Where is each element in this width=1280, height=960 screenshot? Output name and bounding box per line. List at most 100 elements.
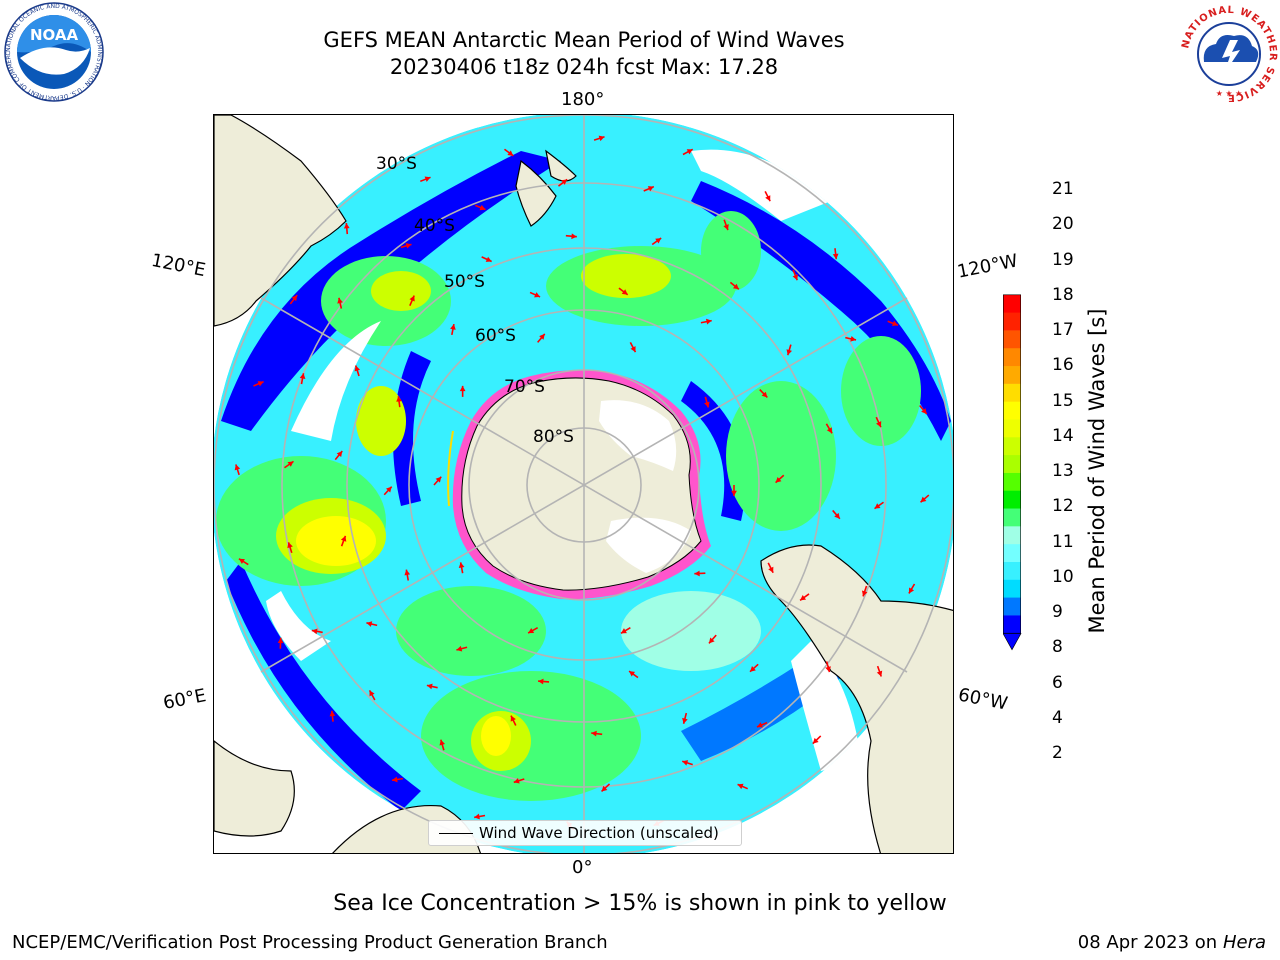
wave-direction-arrowhead [731, 490, 737, 496]
colorbar-tick-label: 9 [1052, 602, 1063, 622]
wave-direction-arrowhead [708, 637, 715, 644]
chart-title: GEFS MEAN Antarctic Mean Period of Wind … [323, 28, 845, 52]
wave-direction-arrowhead [892, 320, 898, 327]
colorbar-tick-label: 17 [1052, 320, 1074, 340]
generation-machine: Hera [1222, 932, 1266, 953]
map-legend: Wind Wave Direction (unscaled) [428, 820, 742, 846]
lat-label-40s: 40°S [414, 216, 455, 236]
wave-direction-arrowhead [561, 179, 568, 185]
wave-direction-arrowhead [601, 785, 608, 792]
wave-direction-arrowhead [800, 594, 807, 601]
wave-direction-arrowhead [257, 381, 264, 387]
wave-direction-arrowhead [439, 739, 446, 746]
wave-direction-arrowhead [528, 628, 535, 634]
wave-direction-arrowhead [234, 464, 241, 471]
wave-direction-arrowhead [343, 223, 350, 229]
colorbar-tick-label: 15 [1052, 390, 1074, 411]
wave-direction-arrowhead [591, 730, 597, 737]
wave-direction-arrowhead [405, 243, 412, 249]
wave-direction-arrowhead [507, 150, 514, 156]
legend-label: Wind Wave Direction (unscaled) [479, 824, 719, 842]
wave-direction-arrowhead [287, 461, 294, 467]
noaa-logo: NATIONAL OCEANIC AND ATMOSPHERIC ADMINIS… [2, 0, 104, 102]
chart-subtitle: 20230406 t18z 024h fcst Max: 17.28 [389, 55, 779, 79]
lon-label-60w: 60°W [956, 684, 1010, 715]
wave-direction-arrowhead [459, 385, 466, 392]
legend-line-sample [439, 833, 473, 834]
colorbar-tick-label: 4 [1052, 707, 1063, 728]
wave-direction-arrowhead [682, 760, 689, 766]
wave-direction-arrowhead [682, 717, 688, 724]
wave-direction-arrowhead [474, 813, 480, 820]
wave-direction-arrowhead [277, 637, 284, 644]
colorbar-block [1003, 579, 1021, 598]
wave-direction-arrowhead [450, 324, 456, 330]
wave-direction-arrowhead [832, 253, 839, 260]
wave-direction-arrowhead [655, 238, 662, 244]
colorbar-block [1003, 454, 1021, 473]
wave-direction-arrowhead [750, 666, 756, 672]
wave-direction-arrowhead [861, 590, 868, 597]
wave-direction-arrowhead [513, 777, 520, 784]
wave-direction-arrowhead [812, 737, 819, 744]
wave-direction-arrowhead [850, 336, 857, 342]
colorbar-tick-label: 13 [1052, 461, 1074, 481]
wave-direction-arrowhead [426, 683, 433, 690]
sea-ice-note: Sea Ice Concentration > 15% is shown in … [333, 891, 947, 916]
colorbar-tick-label: 14 [1052, 425, 1074, 446]
lat-label-60s: 60°S [475, 326, 516, 346]
wave-direction-arrowhead [834, 512, 840, 519]
wave-direction-arrowhead [336, 451, 343, 457]
colorbar-block [1003, 347, 1021, 367]
wave-direction-arrowhead [311, 628, 318, 635]
colorbar-tick-label: 12 [1052, 496, 1074, 517]
map-panel: 30°S 40°S 50°S 60°S 70°S 80°S Wind Wave … [213, 114, 954, 854]
colorbar-block [1003, 490, 1021, 509]
wave-direction-arrowhead [458, 562, 465, 569]
wave-direction-arrowhead [825, 666, 831, 673]
lon-label-180: 180° [561, 89, 605, 110]
colorbar-block [1003, 383, 1021, 402]
wave-direction-arrowhead [732, 283, 739, 290]
colorbar-block [1003, 508, 1021, 527]
wave-direction-arrowhead [510, 715, 516, 722]
colorbar-tick-label: 8 [1052, 637, 1063, 658]
wave-direction-arrowhead [435, 476, 442, 483]
wave-direction-arrowhead [534, 292, 541, 298]
colorbar-block [1003, 419, 1021, 438]
wave-direction-arrowhead [340, 535, 347, 542]
lat-label-30s: 30°S [376, 154, 417, 174]
wave-direction-arrowhead [630, 346, 636, 353]
colorbar-block [1003, 312, 1021, 331]
wave-direction-arrowhead [538, 678, 544, 685]
wave-direction-arrowhead [686, 149, 693, 155]
colorbar-block [1003, 472, 1021, 491]
wave-direction-arrowhead [621, 289, 628, 295]
wave-direction-arrowhead [920, 496, 927, 503]
colorbar-tick-label: 2 [1052, 743, 1063, 763]
wave-direction-arrowhead [409, 295, 415, 302]
colorbar-block [1003, 615, 1021, 634]
wave-direction-arrowhead [874, 503, 881, 509]
wave-direction-arrowhead [876, 670, 883, 677]
lat-label-80s: 80°S [533, 427, 574, 447]
wave-direction-arrowhead [369, 690, 375, 697]
wave-direction-arrowhead [329, 710, 336, 717]
wave-direction-arrowhead [598, 135, 605, 142]
wave-direction-arrowhead [705, 318, 712, 325]
colorbar-tick-label: 10 [1052, 566, 1074, 587]
wave-direction-arrowhead [396, 396, 402, 402]
wave-direction-arrowhead [629, 671, 636, 677]
generation-info: 08 Apr 2023 on Hera [1078, 932, 1266, 953]
wave-direction-arrowhead [456, 645, 463, 652]
wave-direction-arrowhead [354, 365, 361, 372]
colorbar-tick-label: 19 [1052, 249, 1074, 270]
lat-label-70s: 70°S [504, 377, 545, 397]
colorbar-block [1003, 330, 1021, 349]
wave-direction-arrowhead [571, 233, 577, 240]
wave-direction-arrowhead [756, 722, 763, 728]
map-canvas: 30°S 40°S 50°S 60°S 70°S 80°S [214, 115, 953, 853]
lat-label-50s: 50°S [444, 272, 485, 292]
wave-direction-arrowhead [908, 587, 915, 594]
generation-date: 08 Apr 2023 on [1077, 932, 1223, 953]
